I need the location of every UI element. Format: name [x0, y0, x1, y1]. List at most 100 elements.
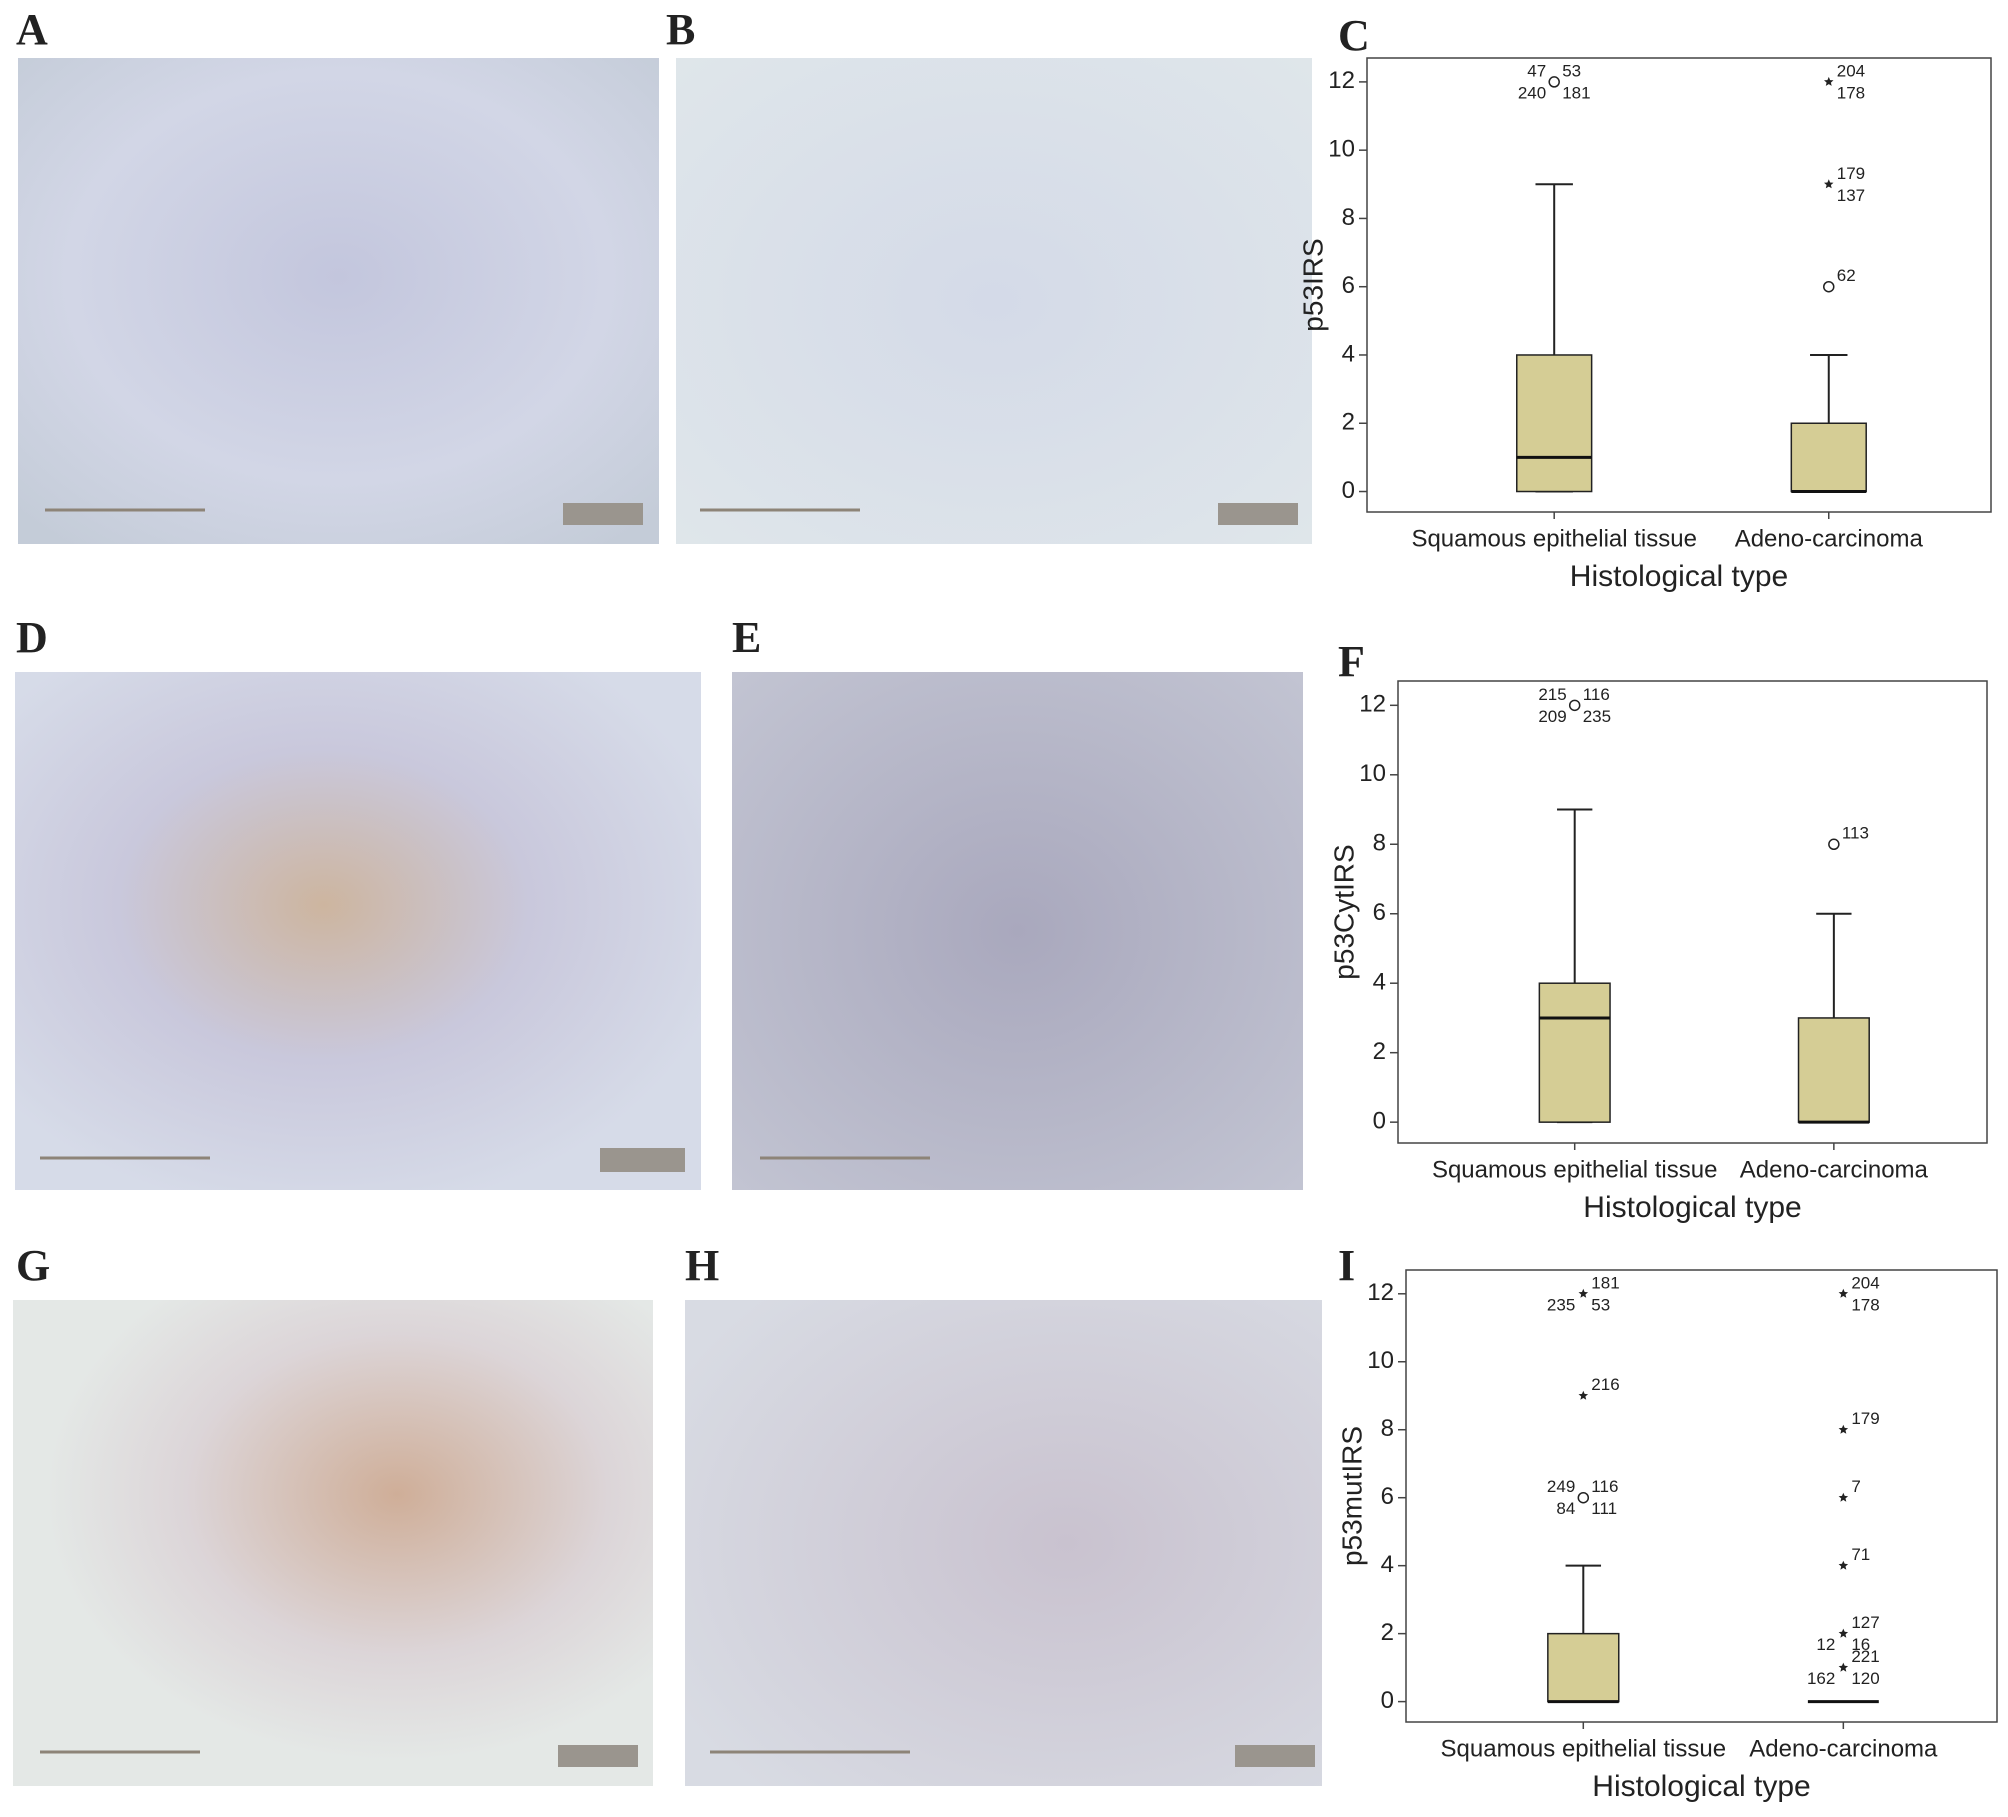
outlier-extreme: [1578, 1288, 1589, 1298]
outlier-extreme: [1838, 1424, 1849, 1434]
outlier: [1568, 699, 1581, 712]
outlier-extreme: [1838, 1288, 1849, 1298]
micrograph-e: [732, 672, 1303, 1190]
y-tick-label: 8: [1381, 1415, 1394, 1442]
x-axis-title: Histological type: [1570, 560, 1788, 593]
outlier-label: 116: [1583, 685, 1610, 704]
outlier-extreme: [1824, 179, 1834, 189]
outlier-label: 113: [1842, 824, 1869, 843]
x-tick-label: Squamous epithelial tissue: [1441, 1735, 1727, 1762]
outlier-label: 127: [1851, 1613, 1879, 1632]
outlier-label: 47: [1527, 61, 1546, 80]
outlier-label: 7: [1851, 1477, 1860, 1496]
y-tick-label: 6: [1381, 1483, 1394, 1510]
micrograph-h: [685, 1300, 1322, 1786]
outlier-label: 181: [1562, 83, 1590, 102]
panel-letter: D: [16, 613, 48, 662]
outlier-label: 204: [1851, 1273, 1879, 1292]
micrograph-a: [18, 58, 659, 544]
y-tick-label: 4: [1342, 340, 1355, 367]
outlier: [1548, 76, 1560, 88]
y-tick-label: 10: [1367, 1347, 1394, 1374]
y-tick-label: 6: [1342, 272, 1355, 299]
y-tick-label: 12: [1359, 691, 1386, 718]
outlier-label: 111: [1591, 1499, 1617, 1518]
y-tick-label: 12: [1328, 67, 1355, 94]
y-tick-label: 8: [1373, 830, 1386, 857]
x-tick-label: Adeno-carcinoma: [1740, 1156, 1929, 1183]
y-tick-label: 12: [1367, 1279, 1394, 1306]
outlier-label: 216: [1591, 1375, 1619, 1394]
outlier-label: 53: [1562, 61, 1581, 80]
outlier-label: 181: [1591, 1273, 1619, 1292]
outlier-label: 62: [1837, 266, 1856, 285]
y-tick-label: 0: [1373, 1108, 1386, 1135]
panel-letter: E: [732, 613, 761, 662]
plot-frame: [1366, 57, 1992, 513]
outlier-label: 84: [1556, 1499, 1575, 1518]
x-axis-title: Histological type: [1592, 1770, 1810, 1803]
panel-letter: I: [1338, 1241, 1355, 1290]
outlier-extreme: [1838, 1662, 1849, 1672]
outlier-label: 204: [1837, 61, 1865, 80]
micrographs: [13, 58, 1322, 1786]
outlier: [1823, 280, 1835, 293]
panel-letter: H: [685, 1241, 719, 1290]
outlier-label: 235: [1547, 1295, 1575, 1314]
box: [1790, 422, 1867, 493]
outlier-extreme: [1824, 76, 1834, 86]
x-tick-label: Adeno-carcinoma: [1749, 1735, 1938, 1762]
outlier-label: 240: [1518, 83, 1546, 102]
box: [1547, 1632, 1620, 1703]
y-tick-label: 4: [1381, 1551, 1394, 1578]
y-tick-label: 10: [1359, 760, 1386, 787]
micrograph-d: [15, 672, 701, 1190]
outlier-label: 209: [1538, 707, 1566, 726]
scale-bars: [40, 508, 930, 1754]
outlier-label: 249: [1547, 1477, 1575, 1496]
box: [1538, 982, 1611, 1123]
outlier-label: 178: [1837, 83, 1865, 102]
y-tick-label: 6: [1373, 899, 1386, 926]
outlier-label: 120: [1851, 1669, 1879, 1688]
x-tick-label: Squamous epithelial tissue: [1411, 525, 1697, 552]
outlier-label: 16: [1851, 1635, 1870, 1654]
plot-frame: [1405, 1269, 1998, 1723]
outlier-label: 137: [1837, 186, 1865, 205]
x-axis-title: Histological type: [1583, 1191, 1801, 1224]
panel-letter: B: [666, 5, 695, 54]
outlier-extreme: [1838, 1492, 1849, 1502]
outlier-label: 53: [1591, 1295, 1610, 1314]
y-tick-label: 10: [1328, 136, 1355, 163]
panel-letter: A: [16, 5, 48, 54]
outlier: [1577, 1491, 1590, 1504]
objective-tags: [558, 503, 1315, 1767]
panel-letter: F: [1338, 637, 1365, 686]
x-tick-label: Adeno-carcinoma: [1735, 525, 1924, 552]
y-axis-title: p53mutIRS: [1336, 1426, 1367, 1566]
outlier-label: 179: [1851, 1409, 1879, 1428]
outlier-label: 178: [1851, 1295, 1879, 1314]
y-tick-label: 0: [1342, 477, 1355, 504]
outlier-extreme: [1578, 1390, 1589, 1400]
panel-letter: C: [1338, 11, 1370, 60]
outlier-extreme: [1838, 1628, 1849, 1638]
y-tick-label: 2: [1373, 1038, 1386, 1065]
micrograph-b: [676, 58, 1312, 544]
outlier-label: 235: [1583, 707, 1611, 726]
outlier-label: 215: [1538, 685, 1566, 704]
y-tick-label: 2: [1381, 1619, 1394, 1646]
outlier-label: 116: [1591, 1477, 1618, 1496]
y-tick-label: 2: [1342, 409, 1355, 436]
outlier-extreme: [1838, 1560, 1849, 1570]
outlier-label: 12: [1816, 1635, 1835, 1654]
micrograph-g: [13, 1300, 653, 1786]
y-tick-label: 4: [1373, 969, 1386, 996]
outlier-label: 179: [1837, 164, 1865, 183]
y-axis-title: p53IRS: [1297, 238, 1328, 331]
y-tick-label: 8: [1342, 204, 1355, 231]
outlier-label: 71: [1851, 1545, 1870, 1564]
y-tick-label: 0: [1381, 1687, 1394, 1714]
y-axis-title: p53CytIRS: [1328, 844, 1359, 979]
